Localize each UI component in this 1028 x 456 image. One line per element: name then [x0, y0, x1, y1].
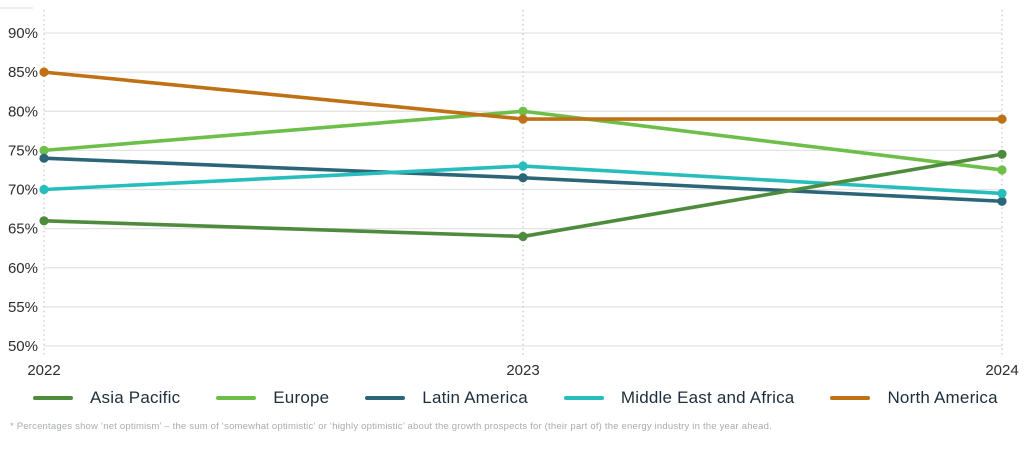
data-point-latin-america: [39, 153, 49, 163]
legend-item-latin-america: Latin America: [365, 388, 528, 408]
y-tick-label: 90%: [8, 25, 38, 42]
data-point-north-america: [997, 114, 1007, 124]
legend-swatch-latin-america: [365, 396, 406, 400]
x-tick-label: 2023: [506, 362, 539, 379]
data-point-asia-pacific: [997, 149, 1007, 159]
y-tick-label: 50%: [8, 338, 38, 355]
legend-swatch-north-america: [830, 396, 871, 400]
data-point-north-america: [518, 114, 528, 124]
data-point-latin-america: [518, 173, 528, 183]
x-tick-label: 2024: [985, 362, 1018, 379]
data-point-middle-east-and-africa: [518, 161, 528, 171]
legend-item-north-america: North America: [830, 388, 998, 408]
legend-label: Latin America: [422, 388, 528, 407]
legend-swatch-middle-east-and-africa: [563, 396, 604, 400]
legend-swatch-europe: [216, 396, 257, 400]
y-tick-label: 60%: [8, 260, 38, 277]
legend-item-europe: Europe: [216, 388, 329, 408]
data-point-asia-pacific: [518, 231, 528, 242]
legend-item-asia-pacific: Asia Pacific: [33, 388, 180, 408]
legend-label: Middle East and Africa: [620, 388, 795, 407]
y-tick-label: 55%: [8, 299, 38, 316]
y-tick-label: 75%: [8, 142, 38, 159]
chart-footnote: * Percentages show ‘net optimism’ – the …: [10, 421, 772, 432]
legend-label: North America: [887, 388, 998, 407]
x-tick-label: 2022: [27, 362, 60, 379]
data-point-middle-east-and-africa: [997, 188, 1007, 199]
y-tick-label: 85%: [8, 64, 38, 81]
legend-swatch-asia-pacific: [33, 396, 73, 400]
legend-label: Europe: [273, 388, 330, 407]
data-point-europe: [39, 145, 49, 155]
data-point-asia-pacific: [39, 216, 49, 226]
legend-item-middle-east-and-africa: Middle East and Africa: [563, 388, 795, 408]
legend-label: Asia Pacific: [90, 388, 181, 407]
y-tick-label: 65%: [8, 221, 38, 238]
line-chart: 90% 85% 80% 75% 70% 65% 60% 55% 50% 2022 2023 2024: [0, 7, 1019, 379]
data-point-north-america: [39, 67, 49, 77]
data-point-europe: [518, 106, 528, 116]
data-point-latin-america: [997, 196, 1007, 206]
y-tick-label: 70%: [8, 182, 38, 199]
chart-legend: Asia Pacific Europe Latin America Middle Ea…: [0, 388, 1028, 408]
data-point-europe: [997, 165, 1007, 175]
y-tick-label: 80%: [8, 103, 38, 120]
data-point-middle-east-and-africa: [39, 184, 49, 195]
